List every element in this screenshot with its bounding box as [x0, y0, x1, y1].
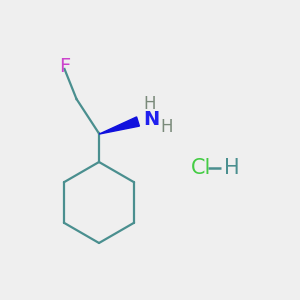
- Text: H: H: [160, 118, 173, 136]
- Text: H: H: [224, 158, 240, 178]
- Text: F: F: [59, 56, 70, 76]
- Text: Cl: Cl: [190, 158, 211, 178]
- Text: H: H: [144, 95, 156, 113]
- Polygon shape: [99, 117, 140, 134]
- Text: N: N: [143, 110, 160, 130]
